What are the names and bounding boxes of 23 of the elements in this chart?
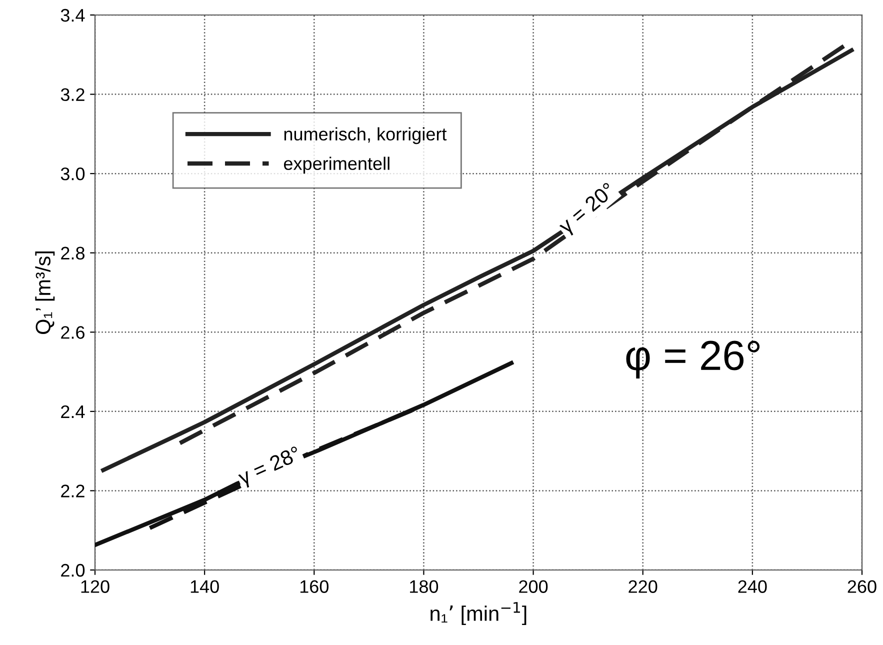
- y-tick-label: 3.4: [60, 8, 85, 22]
- x-tick-label: 120: [81, 580, 110, 593]
- y-tick-label: 3.2: [60, 88, 84, 102]
- legend-label: numerisch, korrigiert: [284, 127, 447, 144]
- annotation: γ = 28°: [236, 446, 304, 490]
- y-axis-title: Q₁’ [m³/s]: [35, 252, 55, 334]
- x-tick-label: 220: [628, 580, 658, 593]
- y-tick-label: 2.4: [61, 405, 85, 418]
- y-tick-label: 2.0: [61, 564, 85, 577]
- y-tick-label: 2.8: [61, 246, 84, 260]
- x-tick-label: 200: [519, 580, 548, 593]
- x-axis-title: n₁’ [min$^{−1}$]: [430, 602, 526, 626]
- x-tick-label: 240: [738, 580, 767, 593]
- x-tick-label: 140: [190, 580, 219, 593]
- x-tick-label: 260: [848, 580, 876, 593]
- y-tick-label: 2.6: [61, 326, 84, 339]
- annotation: φ = 26°: [626, 340, 760, 379]
- annotation: γ = 20°: [557, 182, 618, 238]
- y-tick-label: 2.2: [61, 484, 84, 498]
- y-tick-label: 3.0: [60, 168, 85, 180]
- legend-label: experimentell: [284, 156, 390, 174]
- x-tick-label: 180: [410, 580, 438, 593]
- x-tick-label: 160: [300, 580, 328, 593]
